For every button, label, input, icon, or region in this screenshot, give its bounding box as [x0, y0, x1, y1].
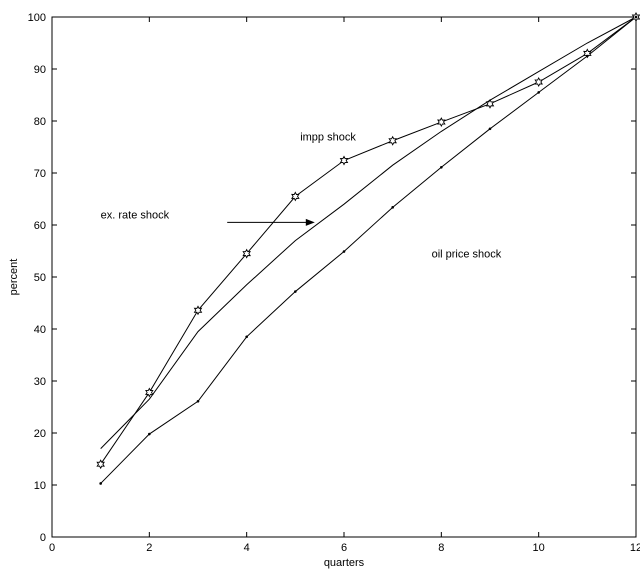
data-point-star — [193, 305, 203, 316]
data-point-star — [242, 248, 251, 259]
data-point-dot — [294, 290, 297, 293]
data-point-star — [534, 77, 543, 87]
series-group — [100, 16, 637, 484]
data-point-star — [96, 459, 105, 470]
x-axis-label: quarters — [324, 557, 365, 569]
x-tick-label: 6 — [341, 542, 347, 554]
data-point-dot — [148, 432, 151, 436]
y-tick-label: 30 — [34, 376, 46, 388]
y-tick-label: 60 — [34, 220, 46, 232]
y-tick-label: 0 — [40, 532, 46, 544]
x-tick-labels: 0 2 4 6 8 10 12 — [49, 542, 640, 554]
x-tick-label: 12 — [630, 542, 640, 554]
data-point-dot — [440, 165, 443, 169]
y-tick-label: 70 — [34, 168, 46, 180]
y-tick-label: 20 — [34, 428, 46, 440]
data-point-dot — [634, 15, 638, 19]
data-point-dot — [245, 335, 248, 339]
y-tick-label: 10 — [34, 480, 46, 492]
annotation-label: oil price shock — [432, 249, 502, 261]
data-point-dot — [342, 250, 346, 253]
y-tick-labels: 0 10 20 30 40 50 60 70 80 90 100 — [28, 12, 46, 544]
data-point-star — [145, 387, 154, 398]
annotations-group: impp shock ex. rate shock oil price shock — [101, 132, 502, 261]
data-point-dot — [537, 91, 540, 94]
x-tick-label: 4 — [244, 542, 250, 554]
y-axis-label: percent — [8, 259, 20, 296]
series-line-2 — [100, 16, 637, 484]
data-point-star — [485, 98, 495, 109]
series-line-0 — [100, 16, 637, 465]
data-point-dot — [196, 399, 200, 403]
data-point-star — [339, 155, 349, 166]
data-point-star — [291, 191, 300, 202]
data-point-star — [388, 135, 397, 146]
data-point-dot — [586, 54, 589, 58]
y-tick-label: 100 — [28, 12, 46, 24]
annotation-label: impp shock — [300, 132, 356, 144]
x-tick-label: 0 — [49, 542, 55, 554]
series-line-1 — [100, 16, 637, 449]
x-tick-label: 2 — [146, 542, 152, 554]
data-point-dot — [391, 206, 394, 209]
plot-frame — [51, 16, 637, 538]
markers-group — [96, 12, 640, 485]
y-tick-label: 90 — [34, 64, 46, 76]
data-point-dot — [99, 482, 102, 485]
data-point-star — [437, 117, 446, 128]
arrow-head — [305, 218, 315, 226]
data-point-dot — [488, 127, 492, 131]
x-tick-label: 10 — [533, 542, 545, 554]
y-tick-label: 80 — [34, 116, 46, 128]
data-point-star — [583, 48, 592, 59]
annotation-label: ex. rate shock — [101, 210, 170, 222]
x-tick-label: 8 — [438, 542, 444, 554]
axis-ticks — [51, 16, 637, 538]
y-tick-label: 40 — [34, 324, 46, 336]
y-tick-label: 50 — [34, 272, 46, 284]
